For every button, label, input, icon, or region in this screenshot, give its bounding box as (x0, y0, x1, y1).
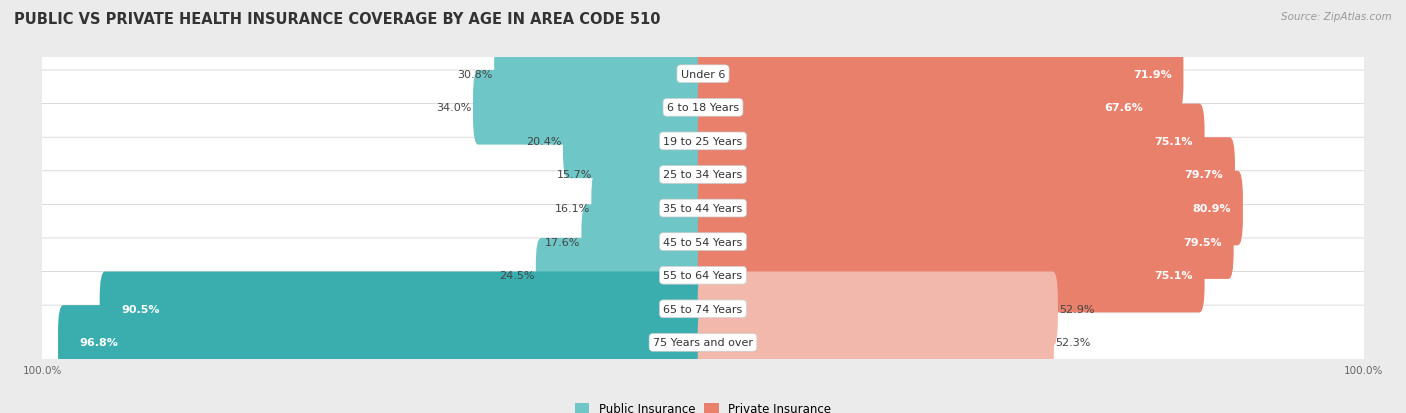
FancyBboxPatch shape (592, 171, 709, 246)
FancyBboxPatch shape (562, 104, 709, 179)
Text: 96.8%: 96.8% (80, 337, 118, 348)
FancyBboxPatch shape (37, 272, 1369, 346)
Text: 75 Years and over: 75 Years and over (652, 337, 754, 348)
FancyBboxPatch shape (536, 238, 709, 313)
Text: 71.9%: 71.9% (1133, 69, 1171, 80)
Text: 90.5%: 90.5% (121, 304, 160, 314)
FancyBboxPatch shape (58, 305, 709, 380)
FancyBboxPatch shape (697, 38, 1184, 112)
Text: 52.9%: 52.9% (1059, 304, 1095, 314)
FancyBboxPatch shape (37, 104, 1369, 179)
Text: 34.0%: 34.0% (436, 103, 471, 113)
Text: 25 to 34 Years: 25 to 34 Years (664, 170, 742, 180)
FancyBboxPatch shape (697, 71, 1154, 145)
FancyBboxPatch shape (37, 71, 1369, 145)
FancyBboxPatch shape (472, 71, 709, 145)
FancyBboxPatch shape (37, 305, 1369, 380)
Text: 52.3%: 52.3% (1056, 337, 1091, 348)
Text: 45 to 54 Years: 45 to 54 Years (664, 237, 742, 247)
FancyBboxPatch shape (697, 138, 1234, 212)
FancyBboxPatch shape (100, 272, 709, 346)
FancyBboxPatch shape (37, 38, 1369, 112)
Text: 75.1%: 75.1% (1154, 137, 1192, 147)
FancyBboxPatch shape (37, 138, 1369, 212)
Text: 79.5%: 79.5% (1182, 237, 1222, 247)
FancyBboxPatch shape (582, 205, 709, 279)
FancyBboxPatch shape (697, 272, 1057, 346)
Text: PUBLIC VS PRIVATE HEALTH INSURANCE COVERAGE BY AGE IN AREA CODE 510: PUBLIC VS PRIVATE HEALTH INSURANCE COVER… (14, 12, 661, 27)
Text: 80.9%: 80.9% (1192, 204, 1232, 214)
Text: 35 to 44 Years: 35 to 44 Years (664, 204, 742, 214)
FancyBboxPatch shape (697, 104, 1205, 179)
Text: 55 to 64 Years: 55 to 64 Years (664, 271, 742, 280)
Text: 24.5%: 24.5% (499, 271, 534, 280)
Text: 15.7%: 15.7% (557, 170, 593, 180)
Text: 20.4%: 20.4% (526, 137, 561, 147)
Text: 65 to 74 Years: 65 to 74 Years (664, 304, 742, 314)
Text: Source: ZipAtlas.com: Source: ZipAtlas.com (1281, 12, 1392, 22)
Text: 30.8%: 30.8% (457, 69, 494, 80)
FancyBboxPatch shape (697, 238, 1205, 313)
Text: 6 to 18 Years: 6 to 18 Years (666, 103, 740, 113)
Legend: Public Insurance, Private Insurance: Public Insurance, Private Insurance (571, 397, 835, 413)
FancyBboxPatch shape (697, 305, 1054, 380)
FancyBboxPatch shape (697, 205, 1233, 279)
FancyBboxPatch shape (37, 238, 1369, 313)
Text: Under 6: Under 6 (681, 69, 725, 80)
Text: 67.6%: 67.6% (1104, 103, 1143, 113)
FancyBboxPatch shape (697, 171, 1243, 246)
FancyBboxPatch shape (37, 171, 1369, 246)
Text: 19 to 25 Years: 19 to 25 Years (664, 137, 742, 147)
FancyBboxPatch shape (37, 205, 1369, 279)
Text: 79.7%: 79.7% (1184, 170, 1223, 180)
Text: 75.1%: 75.1% (1154, 271, 1192, 280)
Text: 17.6%: 17.6% (544, 237, 581, 247)
FancyBboxPatch shape (593, 138, 709, 212)
FancyBboxPatch shape (494, 38, 709, 112)
Text: 16.1%: 16.1% (555, 204, 591, 214)
